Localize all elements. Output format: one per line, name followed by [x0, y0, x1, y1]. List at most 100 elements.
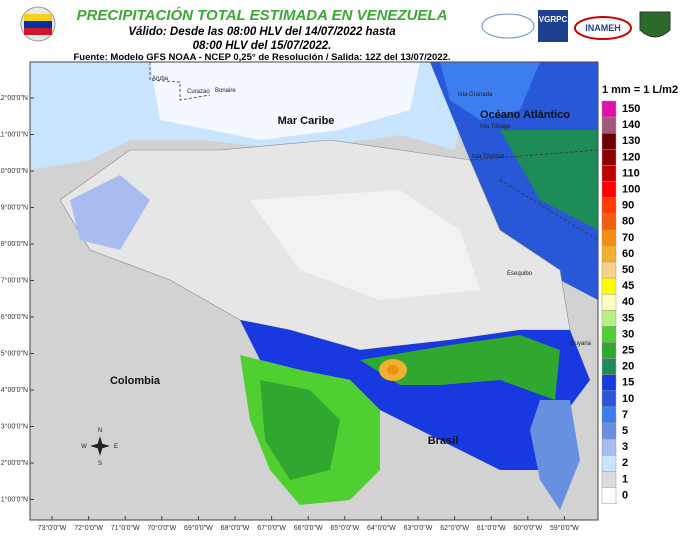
- logo: [639, 11, 671, 38]
- legend-label: 1: [622, 473, 628, 485]
- map-frame: [29, 61, 599, 521]
- legend-swatch: [601, 342, 617, 359]
- longitude-label: 70°0'0"W: [147, 524, 176, 532]
- latitude-label: 11°00'0"N: [0, 131, 28, 139]
- boundary: [469, 149, 599, 241]
- legend-swatch: [601, 374, 617, 392]
- sea-label: Océano Atlántico: [480, 109, 570, 121]
- latitude-label: 9°00'0"N: [1, 204, 28, 212]
- legend-label: 140: [622, 119, 640, 131]
- legend-swatch: [601, 454, 617, 472]
- rain-area: [530, 400, 580, 510]
- place-label: Bonaire: [215, 88, 236, 94]
- legend-swatch: [601, 438, 617, 456]
- legend-title: 1 mm = 1 L/m2: [602, 84, 678, 96]
- legend-swatch: [601, 277, 617, 295]
- latitude-label: 2°00'0"N: [1, 459, 28, 467]
- longitude-label: 61°0'0"W: [477, 524, 506, 532]
- compass-rose: [90, 436, 110, 456]
- longitude-label: 69°0'0"W: [184, 524, 213, 532]
- legend-label: 100: [622, 183, 640, 195]
- legend-label: 50: [622, 264, 634, 276]
- legend-label: 25: [622, 344, 634, 356]
- legend-swatch: [601, 293, 617, 311]
- longitude-label: 60°0'0"W: [513, 524, 542, 532]
- subtitle: 08:00 HLV del 15/07/2022.: [193, 40, 332, 52]
- legend-swatch: [601, 229, 617, 247]
- legend-swatch: [601, 149, 617, 166]
- boundary: [149, 62, 211, 101]
- longitude-label: 65°0'0"W: [330, 524, 359, 532]
- legend-label: 20: [622, 361, 634, 373]
- latitude-label: 5°00'0"N: [1, 350, 28, 358]
- place-label: Isla Tobago: [480, 124, 511, 130]
- legend-label: 15: [622, 377, 634, 389]
- legend-label: 3: [622, 441, 628, 453]
- place-label: Esequibo: [507, 271, 533, 277]
- sea-label: Mar Caribe: [278, 115, 335, 127]
- longitude-label: 73°0'0"W: [38, 524, 67, 532]
- legend-label: 7: [622, 409, 628, 421]
- compass-label: E: [114, 444, 118, 450]
- legend-swatch: [601, 181, 617, 198]
- longitude-label: 59°0'0"W: [550, 524, 579, 532]
- logo: [574, 16, 632, 40]
- place-label: Guyana: [570, 341, 592, 347]
- legend-swatch: [601, 471, 617, 488]
- legend-swatch: [601, 390, 617, 408]
- compass: N S E W: [81, 428, 118, 467]
- rain-area: [260, 380, 340, 480]
- longitude-label: 71°0'0"W: [111, 524, 140, 532]
- rain-area: [500, 130, 598, 230]
- legend-label: 150: [622, 103, 640, 115]
- legend-swatch: [601, 406, 617, 424]
- legend-label: 45: [622, 280, 634, 292]
- atlantic: [440, 62, 540, 120]
- latitude-label: 7°00'0"N: [1, 277, 28, 285]
- legend-swatch: [601, 245, 617, 263]
- legend-label: 30: [622, 328, 634, 340]
- place-label: Isla Trinidad: [472, 154, 504, 160]
- legend-swatch: [601, 422, 617, 440]
- longitude-label: 67°0'0"W: [257, 524, 286, 532]
- logo: [538, 10, 568, 42]
- rain-area: [360, 335, 560, 400]
- legend-label: 0: [622, 489, 628, 501]
- legend-swatch: [601, 487, 617, 504]
- legend-swatch: [601, 261, 617, 279]
- compass-label: N: [98, 428, 102, 434]
- compass-label: S: [98, 461, 102, 467]
- longitude-label: 64°0'0"W: [367, 524, 396, 532]
- flag-stripe: [24, 14, 52, 21]
- legend-label: 60: [622, 248, 634, 260]
- country-label: Brasil: [428, 435, 459, 447]
- legend-label: 130: [622, 135, 640, 147]
- legend-swatch: [601, 213, 617, 231]
- latitude-label: 1°00'0"N: [1, 496, 28, 504]
- title: PRECIPITACIÓN TOTAL ESTIMADA EN VENEZUEL…: [77, 6, 448, 24]
- legend-swatch: [601, 100, 617, 118]
- longitude-label: 68°0'0"W: [221, 524, 250, 532]
- place-label: Curazao: [187, 89, 210, 95]
- legend-swatch: [601, 116, 617, 134]
- legend-swatch: [601, 197, 617, 214]
- legend-swatch: [601, 358, 617, 375]
- flag-stripe: [24, 28, 52, 35]
- place-label: Isla Granada: [458, 92, 493, 98]
- latitude-label: 3°00'0"N: [1, 423, 28, 431]
- legend-label: 10: [622, 393, 634, 405]
- dry-area: [250, 190, 480, 300]
- logo-text: VGRPC: [539, 15, 568, 24]
- legend-label: 2: [622, 457, 628, 469]
- source: Fuente: Modelo GFS NOAA - NCEP 0,25° de …: [73, 52, 450, 63]
- rain-area: [70, 175, 150, 250]
- sea: [150, 62, 420, 140]
- rain-area: [387, 365, 399, 375]
- subtitle: Válido: Desde las 08:00 HLV del 14/07/20…: [128, 26, 396, 38]
- latitude-label: 8°00'0"N: [1, 240, 28, 248]
- latitude-label: 12°00'0"N: [0, 94, 28, 102]
- flag-stripe: [24, 21, 52, 28]
- latitude-label: 6°00'0"N: [1, 313, 28, 321]
